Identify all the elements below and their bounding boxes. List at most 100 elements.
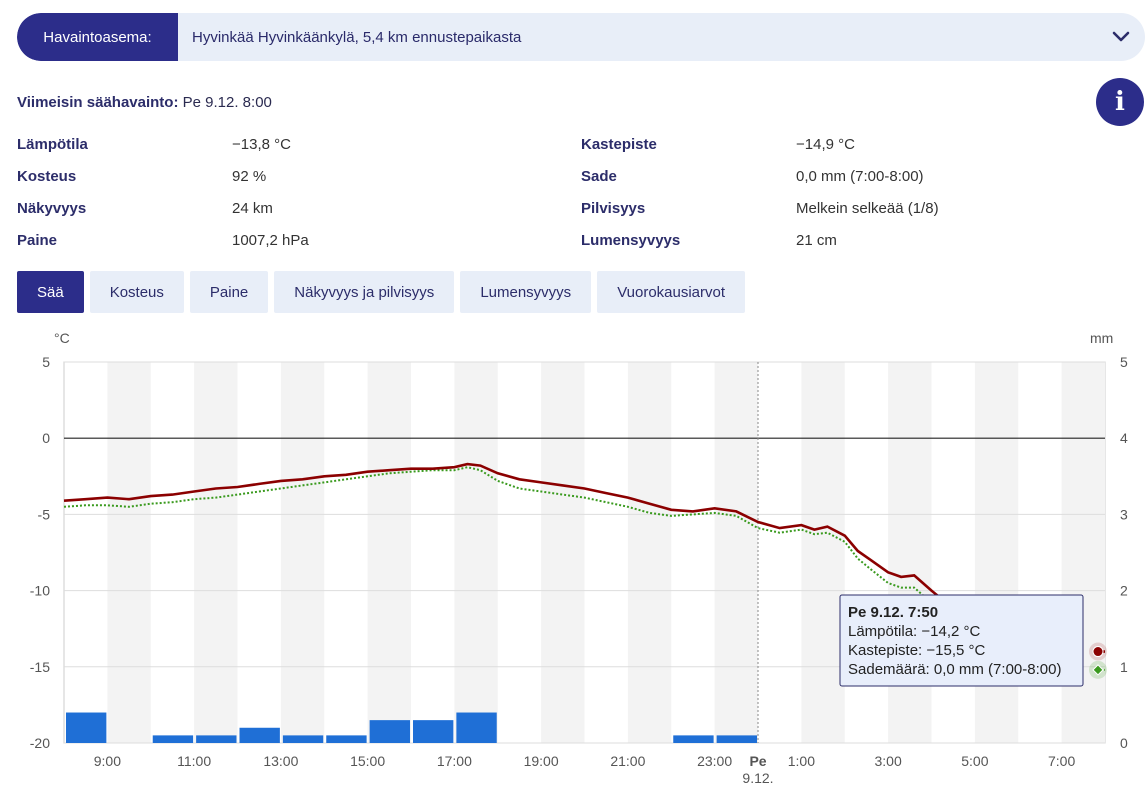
obs-value-dewpoint: −14,9 °C <box>796 136 855 153</box>
shade-band <box>714 362 758 743</box>
chevron-down-icon[interactable] <box>1097 31 1145 43</box>
precip-bar <box>413 720 454 743</box>
x-tick-label: 19:00 <box>524 753 559 769</box>
temperature-line <box>63 462 959 615</box>
tab-pressure[interactable]: Paine <box>189 271 269 313</box>
info-icon: i <box>1115 87 1125 117</box>
y-tick-left: -20 <box>30 735 50 751</box>
shade-band <box>541 362 585 743</box>
precip-bar <box>456 712 497 743</box>
tooltip-line: Kastepiste: −15,5 °C <box>848 642 985 659</box>
tab-daily-values[interactable]: Vuorokausiarvot <box>597 271 746 313</box>
precip-bar <box>239 727 280 743</box>
dewpoint-marker <box>1092 664 1104 676</box>
tab-visibility-cloudiness[interactable]: Näkyvyys ja pilvisyys <box>274 271 455 313</box>
series-lines <box>63 462 1107 679</box>
obs-value-pressure: 1007,2 hPa <box>232 232 309 249</box>
precip-bar <box>196 735 237 743</box>
shade-band <box>107 362 151 743</box>
obs-label-humidity: Kosteus <box>17 168 77 185</box>
x-tick-label: 23:00 <box>697 753 732 769</box>
x-tick-label: 21:00 <box>610 753 645 769</box>
precip-bar <box>673 735 714 743</box>
x-tick-date: 9.12. <box>742 770 773 786</box>
obs-value-visibility: 24 km <box>232 200 273 217</box>
x-ticks: 9:00 11:00 13:00 15:00 17:00 19:00 21:00 23:00 P… <box>94 753 1076 786</box>
y-ticks-right: 5 4 3 2 1 0 <box>1120 354 1128 751</box>
shade-band <box>1061 362 1105 743</box>
obs-label-dewpoint: Kastepiste <box>581 136 657 153</box>
temperature-marker <box>1092 646 1104 658</box>
y-tick-right: 0 <box>1120 735 1128 751</box>
x-tick-label: 5:00 <box>961 753 988 769</box>
night-day-bands <box>63 361 1106 744</box>
shade-band <box>280 362 325 743</box>
x-tick-label: 17:00 <box>437 753 472 769</box>
y-tick-right: 5 <box>1120 354 1128 370</box>
latest-observation: Viimeisin säähavainto: Pe 9.12. 8:00 <box>17 94 272 111</box>
tab-weather[interactable]: Sää <box>17 271 84 313</box>
obs-value-humidity: 92 % <box>232 168 267 185</box>
precip-bar <box>326 735 367 743</box>
precip-bar <box>716 735 757 743</box>
station-label: Havaintoasema: <box>17 13 178 61</box>
shade-band <box>194 362 238 743</box>
obs-value-snow-depth: 21 cm <box>796 232 837 249</box>
obs-label-cloudiness: Pilvisyys <box>581 200 646 217</box>
y-tick-left: 5 <box>42 354 50 370</box>
plot-area <box>63 361 1106 744</box>
precip-bar <box>66 712 107 743</box>
x-tick-label: 15:00 <box>350 753 385 769</box>
tooltip-box <box>839 594 1084 687</box>
tab-snow-depth[interactable]: Lumensyvyys <box>460 271 592 313</box>
x-tick-label: 7:00 <box>1048 753 1075 769</box>
shade-band <box>367 362 411 743</box>
shade-band <box>801 362 845 743</box>
x-tick-label: 13:00 <box>263 753 298 769</box>
station-selector[interactable]: Havaintoasema: Hyvinkää Hyvinkäänkylä, 5… <box>17 13 1145 61</box>
precip-bar <box>369 720 410 743</box>
x-tick-label: 11:00 <box>177 753 211 769</box>
precip-bar <box>152 735 194 743</box>
latest-observation-label: Viimeisin säähavainto: <box>17 94 179 111</box>
y-tick-right: 2 <box>1120 583 1128 599</box>
obs-label-visibility: Näkyvyys <box>17 200 87 217</box>
obs-label-snow-depth: Lumensyvyys <box>581 232 681 249</box>
temperature-marker-halo <box>1089 642 1107 661</box>
shade-band <box>627 362 672 743</box>
gridlines <box>64 361 1105 744</box>
y-tick-right: 4 <box>1120 430 1128 446</box>
obs-label-temperature: Lämpötila <box>17 136 88 153</box>
y-ticks-left: 5 0 -5 -10 -15 -20 <box>30 354 50 751</box>
shade-band <box>454 362 498 743</box>
x-tick-label: 9:00 <box>94 753 121 769</box>
obs-value-precipitation: 0,0 mm (7:00-8:00) <box>796 168 924 185</box>
y-tick-right: 1 <box>1120 659 1128 675</box>
shade-band <box>974 362 1019 743</box>
tab-humidity[interactable]: Kosteus <box>89 271 184 313</box>
obs-value-temperature: −13,8 °C <box>232 136 291 153</box>
tooltip-line: Lämpötila: −14,2 °C <box>848 623 980 640</box>
station-value[interactable]: Hyvinkää Hyvinkäänkylä, 5,4 km ennustepa… <box>192 28 522 46</box>
y-tick-left: -10 <box>30 583 50 599</box>
y-tick-left: -5 <box>38 506 51 522</box>
obs-label-precipitation: Sade <box>581 168 617 185</box>
precipitation-bars <box>66 712 757 743</box>
x-tick-label: 1:00 <box>788 753 815 769</box>
y-tick-left: 0 <box>42 430 50 446</box>
chart-tooltip: Pe 9.12. 7:50 Lämpötila: −14,2 °C Kastepis… <box>839 594 1084 687</box>
latest-observation-time: Pe 9.12. 8:00 <box>182 94 272 111</box>
y-tick-left: -15 <box>30 659 50 675</box>
y-axis-right-unit: mm <box>1090 330 1113 346</box>
dewpoint-line <box>63 466 959 625</box>
precip-bar <box>282 735 324 743</box>
obs-value-cloudiness: Melkein selkeää (1/8) <box>796 200 939 217</box>
shade-band <box>888 362 932 743</box>
info-button[interactable]: i <box>1096 78 1144 126</box>
obs-label-pressure: Paine <box>17 232 58 249</box>
tooltip-title: Pe 9.12. 7:50 <box>848 604 938 621</box>
dewpoint-marker-halo <box>1089 660 1107 679</box>
x-tick-label: 3:00 <box>875 753 902 769</box>
y-axis-left-unit: °C <box>54 330 70 346</box>
